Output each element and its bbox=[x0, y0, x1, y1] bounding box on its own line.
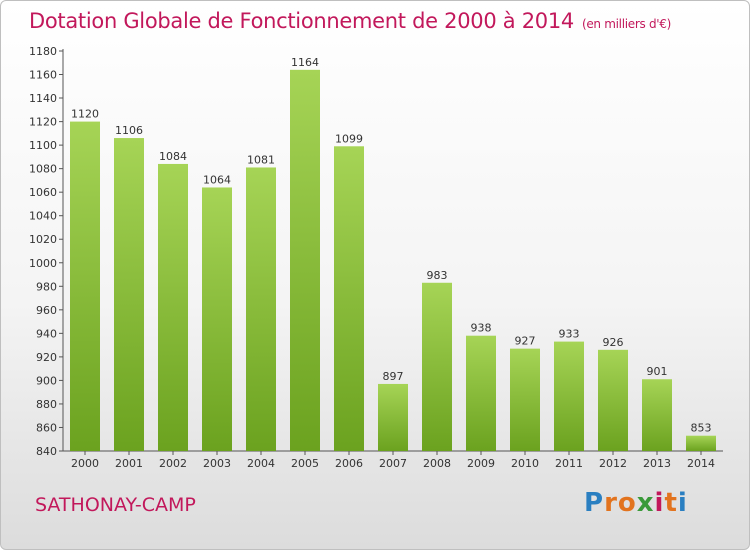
bar-value-label: 938 bbox=[471, 322, 492, 335]
chart-title: Dotation Globale de Fonctionnement de 20… bbox=[29, 9, 671, 33]
x-tick-label: 2003 bbox=[203, 457, 231, 470]
logo-letter: r bbox=[604, 488, 618, 518]
x-tick-label: 2001 bbox=[115, 457, 143, 470]
y-tick-label: 840 bbox=[36, 445, 57, 458]
bar-value-label: 1106 bbox=[115, 124, 143, 137]
x-tick-label: 2010 bbox=[511, 457, 539, 470]
y-tick-label: 1080 bbox=[29, 163, 57, 176]
logo-letter: t bbox=[664, 488, 678, 518]
bar bbox=[158, 163, 188, 452]
proxiti-logo: Proxiti bbox=[584, 488, 688, 518]
bar-value-label: 853 bbox=[691, 422, 712, 435]
x-tick-label: 2009 bbox=[467, 457, 495, 470]
logo-letter: P bbox=[584, 488, 605, 518]
y-tick-label: 1120 bbox=[29, 116, 57, 129]
bar bbox=[554, 341, 584, 451]
title-text: Dotation Globale de Fonctionnement de 20… bbox=[29, 9, 574, 33]
logo-letter: o bbox=[617, 488, 637, 518]
bar-value-label: 901 bbox=[647, 365, 668, 378]
x-tick-label: 2011 bbox=[555, 457, 583, 470]
bar bbox=[334, 146, 364, 451]
x-tick-label: 2008 bbox=[423, 457, 451, 470]
bar bbox=[290, 69, 320, 451]
x-tick-label: 2012 bbox=[599, 457, 627, 470]
y-tick-label: 1140 bbox=[29, 92, 57, 105]
bar bbox=[246, 167, 276, 451]
bar bbox=[686, 435, 716, 451]
y-tick-label: 860 bbox=[36, 421, 57, 434]
x-tick-label: 2004 bbox=[247, 457, 275, 470]
x-tick-label: 2006 bbox=[335, 457, 363, 470]
bar-value-label: 933 bbox=[559, 328, 580, 341]
x-tick-label: 2000 bbox=[71, 457, 99, 470]
title-unit: (en milliers d'€) bbox=[581, 17, 671, 31]
y-tick-label: 1060 bbox=[29, 186, 57, 199]
y-tick-label: 1160 bbox=[29, 69, 57, 82]
bar bbox=[202, 187, 232, 451]
bar bbox=[70, 121, 100, 452]
y-tick-label: 1000 bbox=[29, 257, 57, 270]
bar-value-label: 897 bbox=[383, 370, 404, 383]
logo-letter: x bbox=[636, 488, 655, 518]
bar bbox=[598, 349, 628, 451]
y-tick-label: 1020 bbox=[29, 233, 57, 246]
bar bbox=[114, 138, 144, 451]
bar-value-label: 1120 bbox=[71, 108, 99, 121]
x-tick-label: 2005 bbox=[291, 457, 319, 470]
y-tick-label: 920 bbox=[36, 351, 57, 364]
logo-letter: i bbox=[654, 488, 665, 518]
bar bbox=[378, 383, 408, 451]
x-tick-label: 2013 bbox=[643, 457, 671, 470]
x-tick-label: 2002 bbox=[159, 457, 187, 470]
y-tick-label: 960 bbox=[36, 304, 57, 317]
x-tick-label: 2007 bbox=[379, 457, 407, 470]
bar bbox=[510, 348, 540, 451]
bar-value-label: 1081 bbox=[247, 153, 275, 166]
y-tick-label: 880 bbox=[36, 398, 57, 411]
x-tick-label: 2014 bbox=[687, 457, 715, 470]
bar-value-label: 1164 bbox=[291, 56, 319, 69]
bar-value-label: 1084 bbox=[159, 150, 187, 163]
bar bbox=[466, 335, 496, 451]
bar bbox=[642, 379, 672, 451]
bar-value-label: 926 bbox=[603, 336, 624, 349]
y-tick-label: 940 bbox=[36, 327, 57, 340]
y-tick-label: 1040 bbox=[29, 210, 57, 223]
logo-letter: i bbox=[677, 488, 688, 518]
y-tick-label: 900 bbox=[36, 374, 57, 387]
bar-value-label: 927 bbox=[515, 335, 536, 348]
y-tick-label: 1180 bbox=[29, 45, 57, 58]
bar bbox=[422, 282, 452, 451]
y-tick-label: 980 bbox=[36, 280, 57, 293]
bar-value-label: 1099 bbox=[335, 132, 363, 145]
bar-value-label: 1064 bbox=[203, 173, 231, 186]
y-tick-label: 1100 bbox=[29, 139, 57, 152]
bar-value-label: 983 bbox=[427, 269, 448, 282]
commune-name: SATHONAY-CAMP bbox=[35, 494, 196, 516]
